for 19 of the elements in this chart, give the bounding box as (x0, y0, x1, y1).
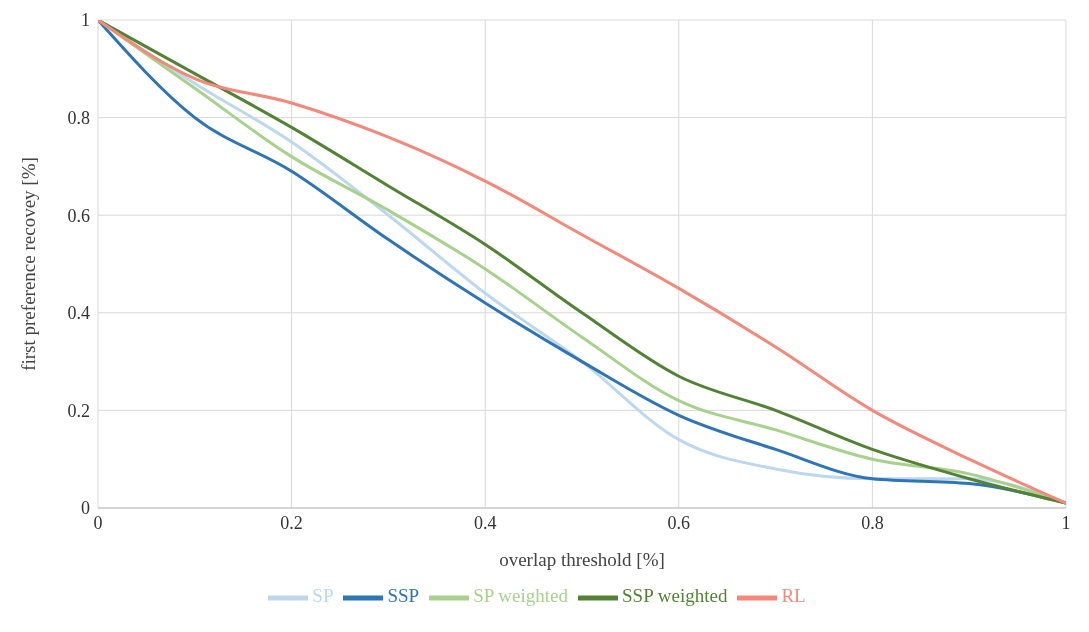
legend-label: SP weighted (473, 585, 568, 607)
y-tick-label: 0 (81, 498, 90, 519)
legend-label: RL (781, 585, 806, 607)
x-tick-label: 1 (1061, 512, 1071, 533)
legend-label: SP (312, 585, 334, 607)
legend-label: SSP (387, 585, 420, 607)
y-tick-label: 1 (81, 10, 90, 31)
y-axis-title: first preference recovey [%] (17, 157, 39, 371)
y-tick-label: 0.6 (67, 205, 90, 226)
x-axis-title: overlap threshold [%] (499, 549, 665, 570)
line-series (98, 20, 1066, 505)
y-tick-label: 0.8 (67, 107, 90, 128)
x-tick-label: 0.2 (280, 512, 303, 533)
legend-label: SSP weighted (622, 585, 728, 607)
x-tick-label: 0.4 (473, 512, 497, 533)
x-tick-label: 0.8 (861, 512, 884, 533)
y-tick-label: 0.4 (67, 303, 90, 324)
y-tick-label: 0.2 (67, 400, 90, 421)
x-tick-label: 0.6 (667, 512, 691, 533)
